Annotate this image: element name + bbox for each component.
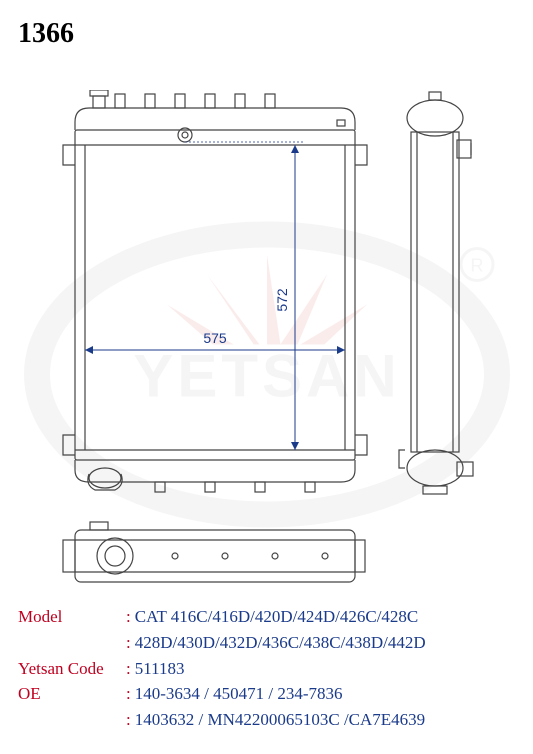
yetsan-value: 511183	[135, 657, 185, 681]
oe-label: OE	[18, 682, 126, 706]
dim-width: 575	[203, 330, 227, 346]
model-value-2: 428D/430D/432D/436C/438C/438D/442D	[135, 631, 426, 655]
colon: :	[126, 682, 131, 706]
dimension-lines	[85, 142, 345, 450]
colon: :	[126, 631, 131, 655]
technical-drawing: 575 572	[55, 90, 495, 610]
model-label: Model	[18, 605, 126, 629]
colon: :	[126, 605, 131, 629]
colon: :	[126, 708, 131, 732]
bottom-view	[63, 522, 365, 582]
side-view	[399, 92, 473, 494]
model-value-1: CAT 416C/416D/420D/424D/426C/428C	[135, 605, 419, 629]
colon: :	[126, 657, 131, 681]
oe-value-1: 140-3634 / 450471 / 234-7836	[135, 682, 343, 706]
yetsan-label: Yetsan Code	[18, 657, 126, 681]
info-block: Model : CAT 416C/416D/420D/424D/426C/428…	[18, 605, 515, 734]
oe-value-2: 1403632 / MN42200065103C /CA7E4639	[135, 708, 425, 732]
page-number: 1366	[18, 18, 74, 50]
dim-height: 572	[274, 288, 290, 312]
front-view	[63, 90, 367, 492]
